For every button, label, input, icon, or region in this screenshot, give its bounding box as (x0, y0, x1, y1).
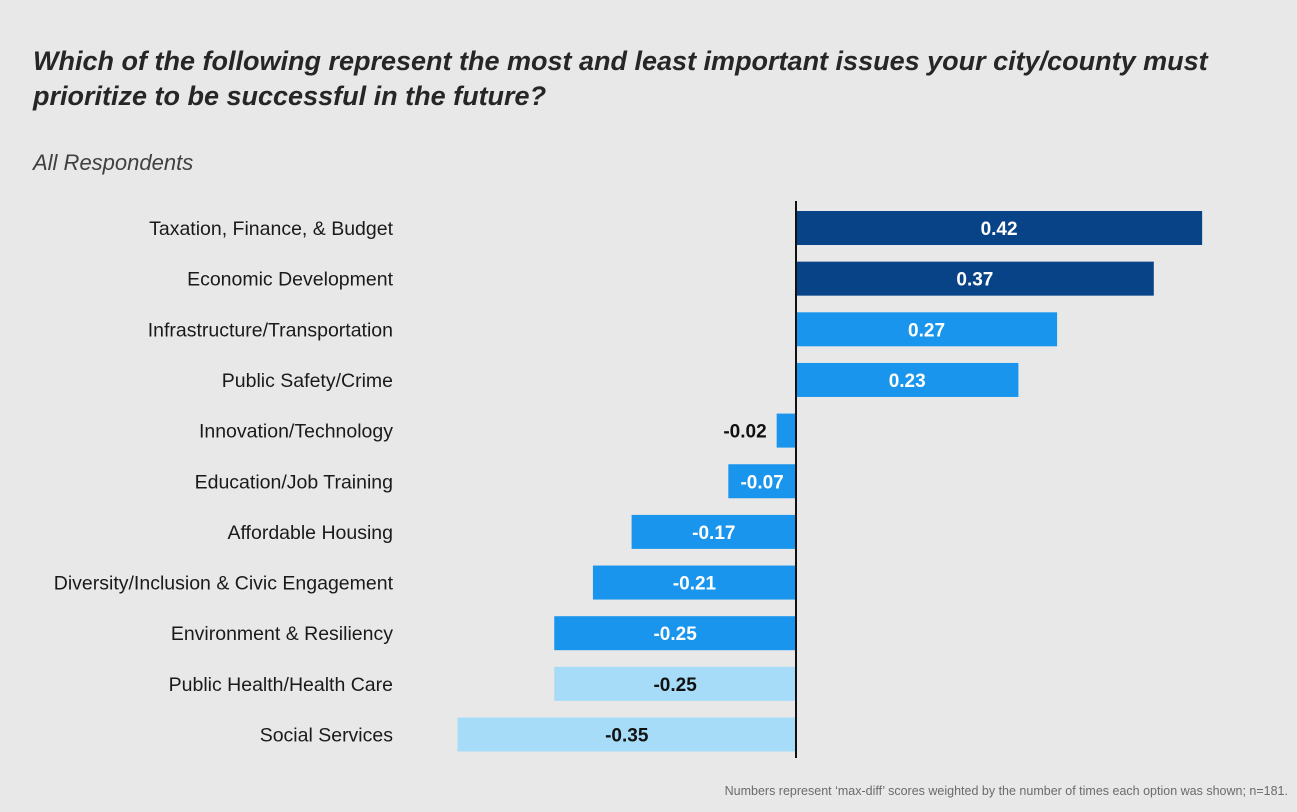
bars-group (457, 211, 1203, 752)
value-label: -0.25 (653, 624, 697, 645)
value-label: 0.37 (956, 270, 993, 291)
category-label: Diversity/Inclusion & Civic Engagement (54, 573, 394, 595)
value-label: -0.25 (653, 675, 697, 696)
bar (796, 211, 1203, 245)
value-label: -0.02 (723, 422, 766, 443)
bar (776, 413, 796, 448)
value-labels-group: 0.42 0.37 0.27 0.23 -0.02 -0.07 -0.17 -0.21 -0.2… (605, 219, 1017, 747)
category-label: Innovation/Technology (199, 421, 393, 443)
value-label: 0.42 (981, 219, 1018, 240)
value-label: -0.17 (692, 523, 735, 544)
footnote: Numbers represent ‘max-diff’ scores weig… (724, 784, 1288, 798)
category-label: Social Services (260, 725, 394, 747)
category-label: Public Health/Health Care (169, 674, 393, 696)
category-label: Economic Development (187, 269, 394, 291)
category-label: Taxation, Finance, & Budget (149, 218, 393, 240)
category-label: Education/Job Training (195, 471, 393, 493)
bar (554, 666, 796, 701)
value-label: 0.27 (908, 320, 945, 341)
bar (457, 717, 796, 752)
chart-subtitle: All Respondents (33, 150, 194, 175)
bar (796, 362, 1019, 397)
chart-title: Which of the following represent the mos… (33, 46, 1208, 111)
bar (592, 565, 796, 600)
category-label: Infrastructure/Transportation (148, 319, 393, 341)
value-label: 0.23 (889, 371, 926, 392)
bar (796, 312, 1058, 347)
category-label: Public Safety/Crime (222, 370, 393, 392)
bar (728, 464, 796, 499)
value-label: -0.07 (740, 472, 783, 493)
category-label: Affordable Housing (227, 522, 393, 544)
bar (631, 514, 796, 549)
bar (554, 616, 796, 651)
category-label: Environment & Resiliency (171, 623, 393, 645)
value-label: -0.21 (673, 574, 717, 595)
category-labels-group: Taxation, Finance, & Budget Economic Deve… (54, 218, 394, 747)
bar (796, 261, 1154, 296)
value-label: -0.35 (605, 726, 649, 747)
